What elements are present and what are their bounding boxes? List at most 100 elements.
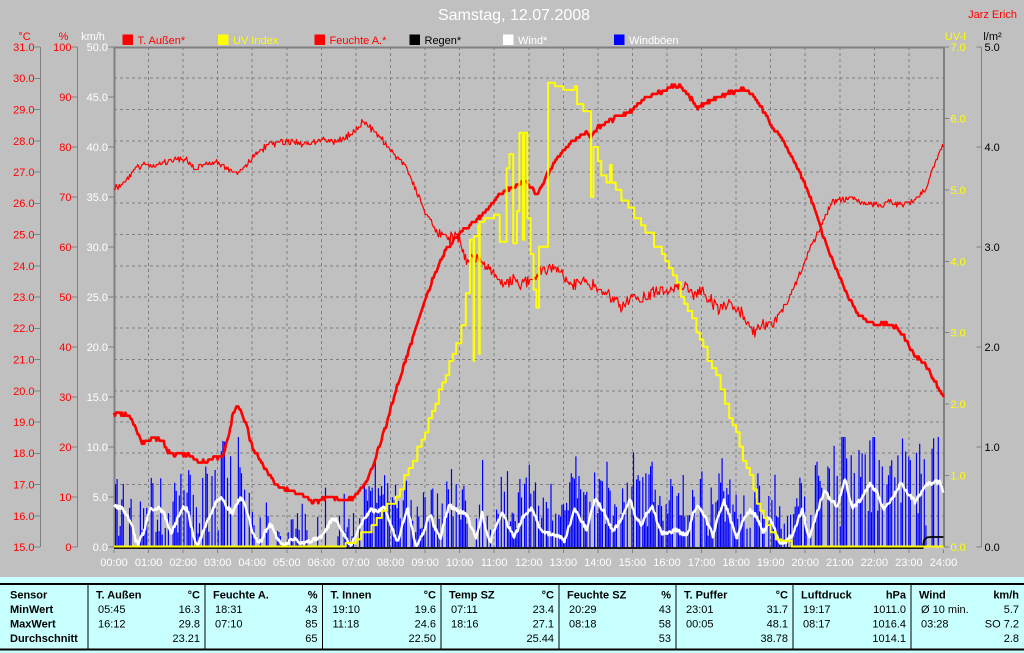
svg-text:30.0: 30.0 [13,73,34,85]
svg-text:21:00: 21:00 [826,557,854,569]
svg-text:4.0: 4.0 [951,256,966,268]
svg-text:17:00: 17:00 [688,557,716,569]
svg-text:02:00: 02:00 [169,557,197,569]
svg-text:1014.1: 1014.1 [872,633,906,645]
svg-text:14:00: 14:00 [584,557,612,569]
svg-text:28.0: 28.0 [13,136,34,148]
svg-text:07:00: 07:00 [342,557,370,569]
svg-text:80: 80 [59,142,71,154]
svg-text:0.0: 0.0 [985,542,1000,554]
svg-text:100: 100 [53,42,71,54]
svg-text:08:17: 08:17 [803,619,831,631]
svg-text:27.0: 27.0 [13,167,34,179]
svg-text:1.0: 1.0 [951,471,966,483]
svg-text:18.0: 18.0 [13,448,34,460]
svg-text:Wind*: Wind* [518,35,548,47]
svg-text:20.0: 20.0 [13,386,34,398]
svg-text:%: % [308,590,318,602]
svg-text:15.0: 15.0 [13,542,34,554]
svg-text:20.0: 20.0 [87,342,108,354]
svg-text:10.0: 10.0 [87,442,108,454]
svg-text:60: 60 [59,242,71,254]
svg-text:03:00: 03:00 [204,557,232,569]
svg-text:29.0: 29.0 [13,105,34,117]
svg-text:85: 85 [305,619,317,631]
svg-text:12:00: 12:00 [515,557,543,569]
svg-text:22:00: 22:00 [861,557,889,569]
svg-text:UV Index: UV Index [233,35,279,47]
svg-text:l/m²: l/m² [983,31,1002,43]
svg-text:19.6: 19.6 [415,604,436,616]
svg-text:UV-I: UV-I [945,31,966,43]
svg-text:km/h: km/h [993,590,1019,602]
svg-text:48.1: 48.1 [767,619,788,631]
svg-text:15:00: 15:00 [619,557,647,569]
svg-text:5.0: 5.0 [93,492,108,504]
svg-text:5.7: 5.7 [1004,604,1019,616]
svg-text:2.8: 2.8 [1004,633,1019,645]
svg-text:08:00: 08:00 [377,557,405,569]
svg-text:5.0: 5.0 [951,185,966,197]
svg-text:06:00: 06:00 [308,557,336,569]
svg-text:°C: °C [424,590,436,602]
svg-text:4.0: 4.0 [985,142,1000,154]
svg-text:MaxWert: MaxWert [10,619,56,631]
svg-text:17.0: 17.0 [13,480,34,492]
svg-text:40: 40 [59,342,71,354]
svg-text:5.0: 5.0 [985,42,1000,54]
svg-text:03:28: 03:28 [921,619,949,631]
svg-text:90: 90 [59,92,71,104]
svg-text:16.3: 16.3 [179,604,200,616]
svg-text:19:00: 19:00 [757,557,785,569]
svg-text:23:01: 23:01 [686,604,714,616]
svg-text:07:11: 07:11 [451,604,478,616]
svg-text:3.0: 3.0 [951,328,966,340]
svg-text:Sensor: Sensor [10,590,48,602]
svg-text:15.0: 15.0 [87,392,108,404]
svg-text:T. Innen: T. Innen [331,590,372,602]
svg-text:16:00: 16:00 [653,557,681,569]
svg-text:22.50: 22.50 [408,633,436,645]
svg-text:°C: °C [18,31,30,43]
svg-text:3.0: 3.0 [985,242,1000,254]
svg-text:07:10: 07:10 [215,619,243,631]
svg-text:Samstag, 12.07.2008: Samstag, 12.07.2008 [438,7,590,24]
svg-text:Luftdruck: Luftdruck [801,590,853,602]
svg-text:2.0: 2.0 [951,399,966,411]
svg-text:38.78: 38.78 [760,633,788,645]
svg-text:16:12: 16:12 [98,619,126,631]
svg-text:40.0: 40.0 [87,142,108,154]
svg-text:20: 20 [59,442,71,454]
svg-text:23.21: 23.21 [172,633,200,645]
svg-text:58: 58 [659,619,671,631]
svg-text:50: 50 [59,292,71,304]
svg-text:22.0: 22.0 [13,323,34,335]
svg-text:0: 0 [65,542,71,554]
svg-text:6.0: 6.0 [951,113,966,125]
svg-text:29.8: 29.8 [179,619,200,631]
svg-text:%: % [661,590,671,602]
svg-text:°C: °C [542,590,554,602]
svg-text:18:31: 18:31 [215,604,243,616]
svg-text:Feuchte SZ: Feuchte SZ [567,590,627,602]
svg-text:km/h: km/h [81,31,105,43]
svg-text:20:00: 20:00 [791,557,819,569]
svg-text:25.44: 25.44 [526,633,554,645]
svg-text:Feuchte A.*: Feuchte A.* [330,35,388,47]
svg-text:25.0: 25.0 [13,230,34,242]
svg-text:Jarz Erich: Jarz Erich [968,9,1017,21]
svg-text:T. Außen*: T. Außen* [138,35,186,47]
svg-text:hPa: hPa [886,590,907,602]
svg-text:°C: °C [776,590,788,602]
svg-text:19:17: 19:17 [803,604,831,616]
svg-text:0.0: 0.0 [951,542,966,554]
svg-text:09:00: 09:00 [411,557,439,569]
svg-text:26.0: 26.0 [13,198,34,210]
svg-text:00:00: 00:00 [100,557,128,569]
svg-text:11:00: 11:00 [481,557,508,569]
svg-text:65: 65 [305,633,317,645]
svg-text:05:45: 05:45 [98,604,126,616]
svg-text:Durchschnitt: Durchschnitt [10,633,78,645]
svg-text:0.0: 0.0 [93,542,108,554]
svg-text:18:16: 18:16 [451,619,479,631]
